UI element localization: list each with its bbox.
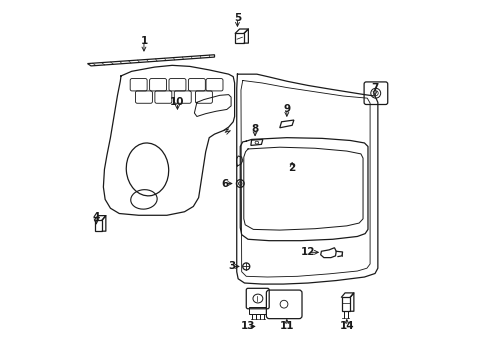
Text: 6: 6 (221, 179, 228, 189)
Text: 10: 10 (170, 98, 184, 107)
Text: 3: 3 (228, 261, 235, 271)
Text: 12: 12 (300, 247, 315, 257)
Text: 4: 4 (92, 212, 100, 222)
Text: 14: 14 (339, 321, 353, 332)
Text: 1: 1 (140, 36, 147, 46)
Text: 5: 5 (233, 13, 241, 23)
Text: 9: 9 (283, 104, 290, 114)
Text: 2: 2 (288, 163, 295, 173)
Text: 8: 8 (251, 124, 258, 134)
Text: 13: 13 (240, 321, 255, 332)
Text: 7: 7 (370, 83, 378, 93)
Text: 11: 11 (279, 321, 293, 332)
